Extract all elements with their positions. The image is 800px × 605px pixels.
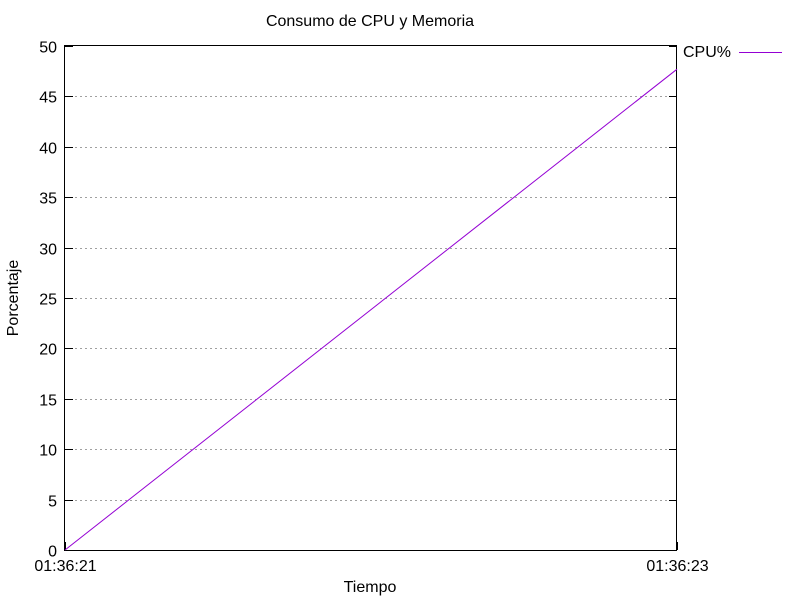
legend: CPU% [683, 44, 782, 61]
y-tick-label: 30 [39, 242, 57, 259]
y-tick-label: 25 [39, 292, 57, 309]
x-axis-label: Tiempo [344, 579, 397, 596]
y-tick-label: 15 [39, 393, 57, 410]
axis-ticks: 0 5 10 15 20 25 30 35 40 45 50 01:36:21 01:36:23 [34, 40, 708, 576]
x-tick-label: 01:36:21 [34, 558, 96, 575]
grid-lines [65, 96, 677, 501]
y-tick-label: 0 [48, 544, 57, 561]
y-tick-label: 50 [39, 40, 57, 57]
x-tick-label: 01:36:23 [646, 558, 708, 575]
legend-label: CPU% [683, 44, 731, 61]
y-tick-label: 40 [39, 141, 57, 158]
y-tick-label: 45 [39, 90, 57, 107]
series-layer [64, 68, 678, 551]
y-tick-label: 35 [39, 191, 57, 208]
y-tick-label: 5 [48, 494, 57, 511]
y-axis-label: Porcentaje [5, 260, 22, 337]
chart-title: Consumo de CPU y Memoria [266, 13, 474, 30]
y-tick-label: 10 [39, 443, 57, 460]
plot-area-border [64, 45, 677, 551]
y-tick-label: 20 [39, 342, 57, 359]
series-line-cpu [64, 68, 678, 551]
